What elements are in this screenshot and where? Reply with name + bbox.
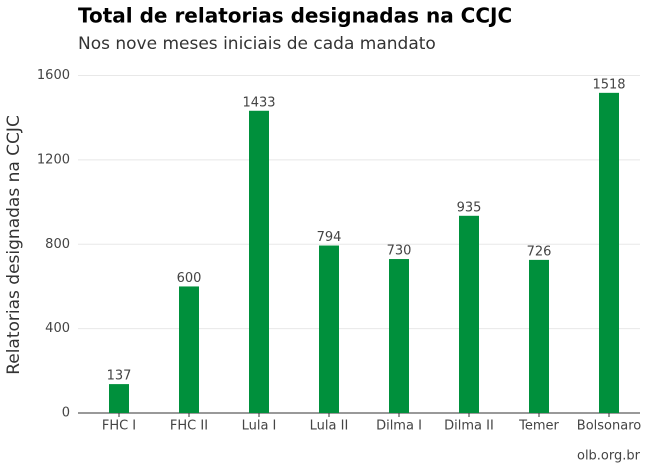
- data-label: 1518: [592, 77, 625, 92]
- x-tick-label: Dilma II: [444, 419, 494, 434]
- x-tick-label: Bolsonaro: [577, 419, 641, 434]
- y-tick-label: 1600: [37, 68, 70, 83]
- data-label: 1433: [242, 95, 275, 110]
- chart-title: Total de relatorias designadas na CCJC: [78, 4, 512, 28]
- bar: [389, 259, 409, 413]
- x-tick-label: Lula I: [242, 419, 277, 434]
- y-tick-label: 1200: [37, 152, 70, 167]
- bar: [319, 245, 339, 413]
- x-tick-label: Temer: [518, 419, 559, 434]
- x-tick-label: FHC I: [102, 419, 136, 434]
- y-tick-label: 400: [45, 321, 70, 336]
- x-tick-label: Lula II: [310, 419, 349, 434]
- data-label: 726: [527, 244, 552, 259]
- bar: [179, 286, 199, 413]
- y-tick-label: 800: [45, 237, 70, 252]
- x-tick-label: Dilma I: [376, 419, 422, 434]
- bar: [109, 384, 129, 413]
- chart-subtitle: Nos nove meses iniciais de cada mandato: [78, 34, 436, 54]
- data-label: 600: [177, 271, 202, 286]
- data-label: 935: [457, 200, 482, 215]
- x-tick-label: FHC II: [170, 419, 208, 434]
- y-axis-label: Relatorias designadas na CCJC: [4, 115, 24, 375]
- y-tick-label: 0: [62, 406, 70, 421]
- data-label: 730: [387, 244, 412, 259]
- caption: olb.org.br: [577, 449, 641, 464]
- bar: [529, 259, 549, 413]
- bar: [249, 110, 269, 413]
- data-label: 794: [317, 230, 342, 245]
- bar: [599, 92, 619, 413]
- bar: [459, 215, 479, 413]
- data-label: 137: [107, 369, 132, 384]
